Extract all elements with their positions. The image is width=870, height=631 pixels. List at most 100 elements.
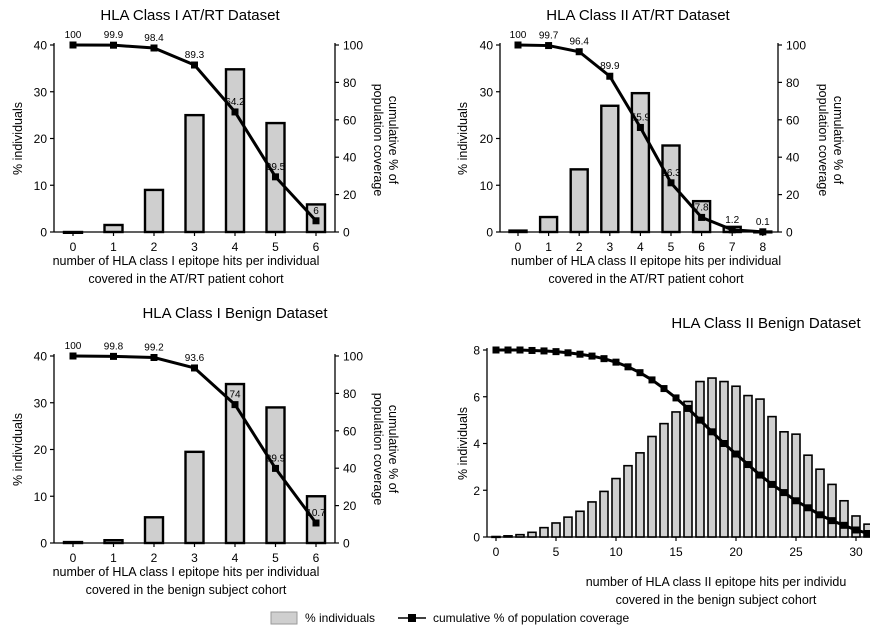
coverage-point — [529, 347, 536, 354]
bar — [492, 537, 500, 538]
coverage-point — [781, 489, 788, 496]
data-label: 93.6 — [185, 353, 205, 364]
bar — [828, 484, 836, 537]
x-tick-label: 15 — [669, 545, 683, 559]
bar — [576, 511, 584, 537]
y2-tick-label: 80 — [343, 76, 357, 90]
y2-tick-label: 40 — [343, 151, 357, 165]
data-label: 99.2 — [144, 342, 164, 353]
y-tick-label: 0 — [40, 537, 47, 551]
bar — [648, 436, 656, 537]
bar — [528, 532, 536, 537]
bar — [571, 169, 588, 232]
coverage-point — [729, 226, 736, 233]
x-tick-label: 4 — [232, 240, 239, 254]
bar — [145, 190, 163, 232]
chart-title: HLA Class I AT/RT Dataset — [100, 7, 280, 24]
x-axis-label: covered in the AT/RT patient cohort — [88, 272, 284, 286]
y-axis-label: % individuals — [456, 407, 470, 480]
data-label: 55.9 — [631, 112, 651, 123]
coverage-point — [649, 376, 656, 383]
x-axis-label: number of HLA class II epitope hits per … — [511, 254, 781, 268]
coverage-point — [817, 511, 824, 518]
bar — [636, 453, 644, 537]
x-tick-label: 0 — [70, 551, 77, 565]
x-axis-label: number of HLA class II epitope hits per … — [586, 575, 847, 589]
bar — [612, 479, 620, 537]
bar — [64, 542, 82, 543]
y2-axis-label-line: population coverage — [816, 84, 830, 197]
coverage-point — [313, 217, 320, 224]
bar — [672, 412, 680, 537]
y2-axis-label-line: population coverage — [371, 393, 385, 506]
data-label: 29.5 — [266, 162, 286, 173]
legend-line-marker — [408, 614, 416, 622]
data-label: 10.7 — [306, 508, 326, 519]
y-tick-label: 2 — [473, 484, 480, 498]
bar — [768, 417, 776, 537]
coverage-point — [553, 348, 560, 355]
x-tick-label: 2 — [151, 551, 158, 565]
bar — [720, 382, 728, 537]
coverage-point — [661, 385, 668, 392]
y-tick-label: 40 — [34, 39, 48, 53]
y2-axis-label-line: cumulative % of — [386, 96, 400, 185]
coverage-point — [745, 461, 752, 468]
chart-title: HLA Class II Benign Dataset — [671, 315, 861, 332]
legend-bar-swatch — [271, 612, 297, 624]
y2-tick-label: 100 — [343, 350, 363, 364]
coverage-point — [541, 347, 548, 354]
y2-tick-label: 40 — [786, 151, 800, 165]
x-tick-label: 2 — [576, 240, 583, 254]
bar — [226, 69, 244, 232]
bar — [601, 106, 618, 232]
coverage-point — [697, 417, 704, 424]
y-axis-label: % individuals — [11, 413, 25, 486]
x-tick-label: 5 — [272, 240, 279, 254]
y2-axis-label-line: population coverage — [371, 84, 385, 197]
y-tick-label: 20 — [480, 132, 494, 146]
bar — [105, 540, 123, 543]
bar — [684, 401, 692, 537]
x-tick-label: 7 — [729, 240, 736, 254]
data-label: 99.8 — [104, 341, 124, 352]
coverage-point — [829, 517, 836, 524]
bar — [840, 501, 848, 537]
x-tick-label: 6 — [313, 240, 320, 254]
bar — [588, 502, 596, 537]
y-axis-label: % individuals — [11, 102, 25, 175]
coverage-point — [151, 44, 158, 51]
coverage-point — [70, 353, 77, 360]
data-label: 100 — [65, 341, 82, 352]
coverage-point — [733, 451, 740, 458]
bar — [708, 378, 716, 537]
x-tick-label: 6 — [698, 240, 705, 254]
coverage-point — [805, 504, 812, 511]
bar — [792, 434, 800, 537]
y-tick-label: 10 — [480, 179, 494, 193]
bar — [510, 231, 527, 232]
bar — [540, 528, 548, 537]
y2-tick-label: 20 — [786, 188, 800, 202]
coverage-point — [613, 359, 620, 366]
bar — [780, 432, 788, 537]
bar — [600, 491, 608, 537]
x-tick-label: 4 — [232, 551, 239, 565]
bar — [504, 536, 512, 537]
coverage-point — [637, 369, 644, 376]
bar — [516, 535, 524, 537]
y-tick-label: 20 — [34, 443, 48, 457]
x-tick-label: 1 — [110, 240, 117, 254]
chart-title: HLA Class II AT/RT Dataset — [546, 7, 730, 24]
x-tick-label: 1 — [110, 551, 117, 565]
x-tick-label: 20 — [729, 545, 743, 559]
bar — [564, 517, 572, 537]
y-tick-label: 0 — [473, 531, 480, 545]
bar — [186, 452, 204, 543]
data-label: 96.4 — [569, 37, 589, 48]
coverage-point — [545, 42, 552, 49]
